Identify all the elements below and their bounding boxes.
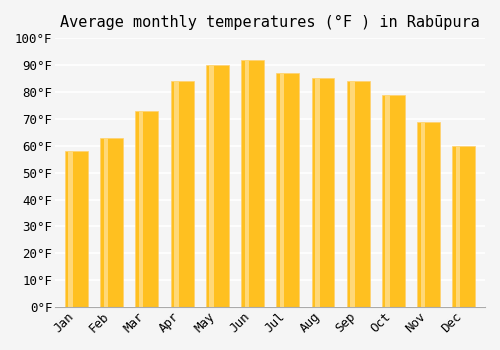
- Bar: [452, 146, 475, 307]
- Bar: [136, 111, 158, 307]
- Bar: [68, 151, 73, 307]
- Title: Average monthly temperatures (°F ) in Rabūpura: Average monthly temperatures (°F ) in Ra…: [60, 15, 480, 30]
- Bar: [206, 65, 229, 307]
- Bar: [139, 111, 143, 307]
- Bar: [174, 81, 178, 307]
- Bar: [276, 73, 299, 307]
- Bar: [100, 138, 123, 307]
- Bar: [417, 121, 440, 307]
- Bar: [350, 81, 355, 307]
- Bar: [312, 78, 334, 307]
- Bar: [382, 94, 405, 307]
- Bar: [210, 65, 214, 307]
- Bar: [456, 146, 460, 307]
- Bar: [315, 78, 320, 307]
- Bar: [65, 151, 88, 307]
- Bar: [244, 60, 249, 307]
- Bar: [280, 73, 284, 307]
- Bar: [104, 138, 108, 307]
- Bar: [386, 94, 390, 307]
- Bar: [420, 121, 425, 307]
- Bar: [241, 60, 264, 307]
- Bar: [170, 81, 194, 307]
- Bar: [346, 81, 370, 307]
